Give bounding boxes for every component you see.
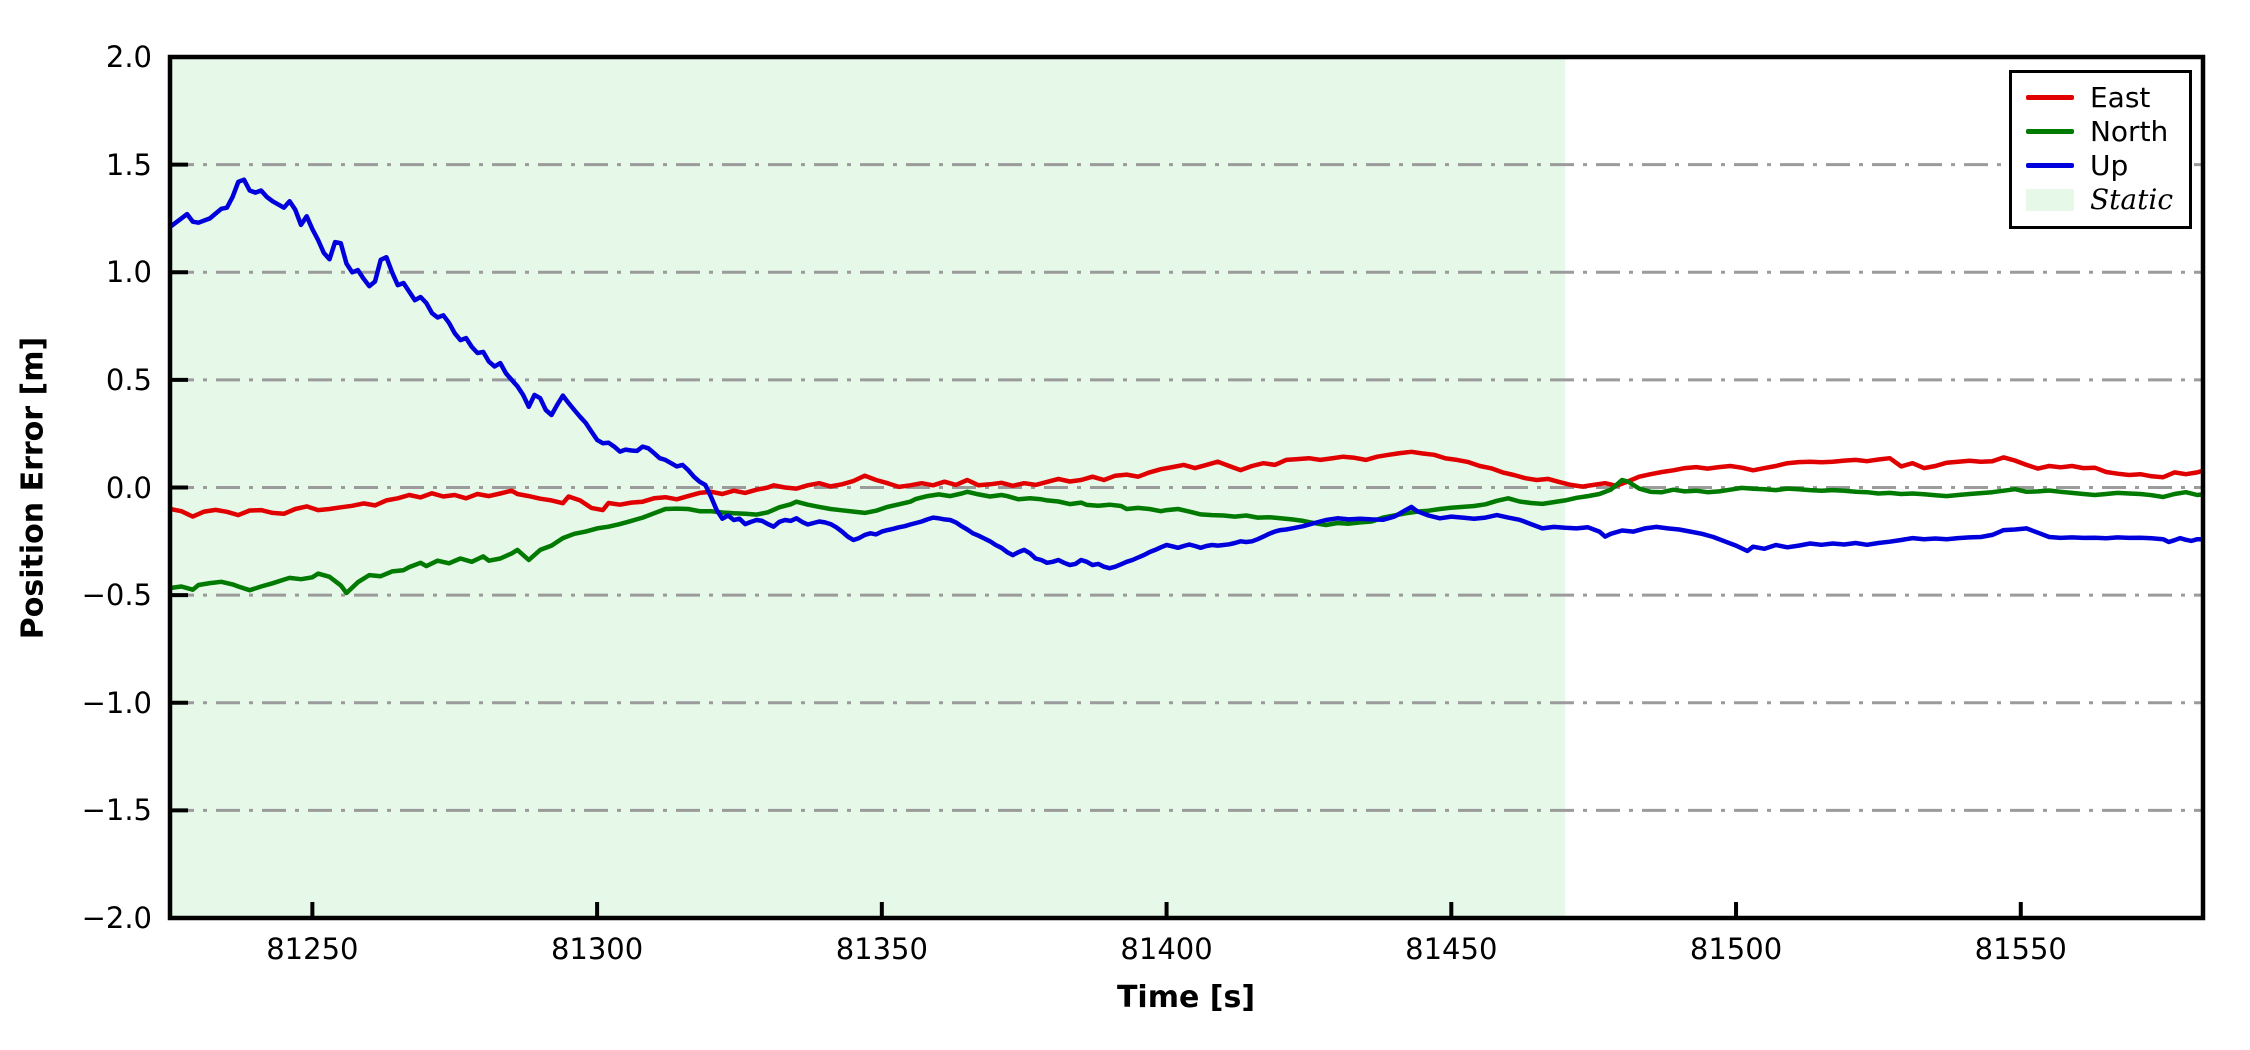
x-axis-label: Time [s] [1116,980,1256,1015]
legend-entry-east: East [2025,80,2173,114]
x-tick-label: 81250 [266,932,359,966]
y-tick-label: −1.0 [81,685,152,720]
legend-label-east: East [2089,80,2151,114]
x-tick-label: 81450 [1405,932,1498,966]
y-tick-label: 1.5 [105,147,152,182]
y-tick-label: 1.0 [105,255,152,290]
series-north-line [170,477,2203,596]
legend-entry-north: North [2025,114,2173,148]
x-tick-label: 81300 [550,932,644,966]
legend-label-up: Up [2089,148,2129,182]
x-tick-label: 81500 [1689,932,1783,966]
x-tick-label: 81400 [1120,932,1213,966]
y-tick-label: −2.0 [81,901,152,935]
y-tick-label: −1.5 [81,793,152,828]
series-up-line [170,177,2203,571]
series-east-line [170,449,2203,519]
legend-entry-up: Up [2025,148,2173,182]
north-line-sample [2025,129,2074,134]
x-tick-label: 81350 [835,932,928,966]
plot-border [167,54,2206,921]
static-patch-sample [2025,188,2074,211]
y-tick-label: 2.0 [105,40,152,74]
legend-label-north: North [2089,114,2169,148]
east-line-sample [2025,95,2074,100]
y-tick-label: 0.0 [105,470,152,505]
y-tick-label: 0.5 [105,362,152,397]
legend-entry-static: Static [2025,182,2173,216]
x-tick-label: 81550 [1974,932,2067,966]
y-tick-label: −0.5 [81,578,152,613]
up-line-sample [2025,163,2074,168]
legend: East North Up Static [2008,70,2192,229]
legend-label-static: Static [2089,182,2173,216]
